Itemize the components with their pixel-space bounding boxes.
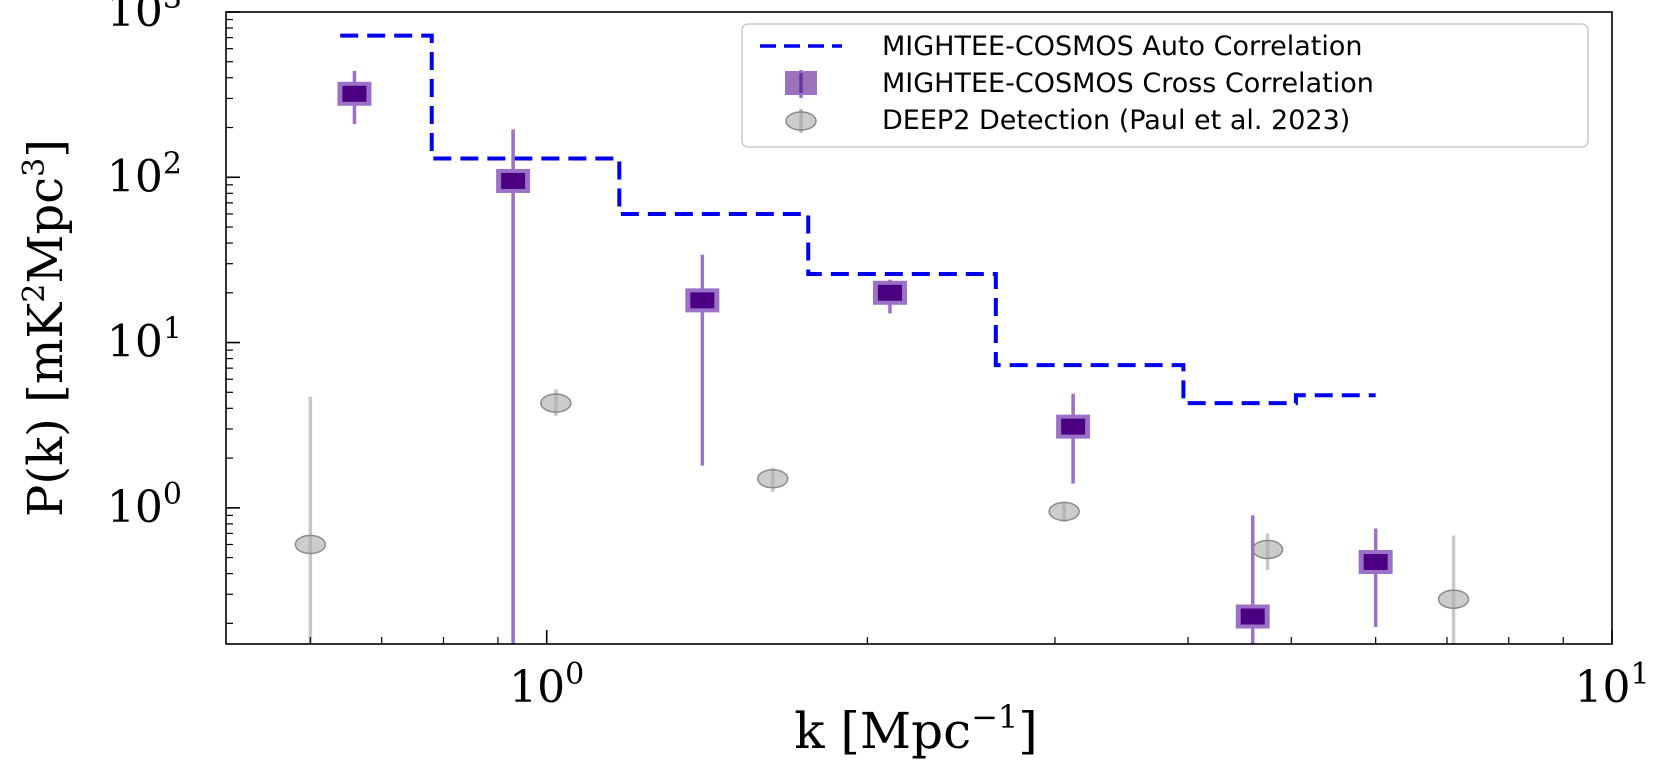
legend-auto-label: MIGHTEE-COSMOS Auto Correlation: [882, 31, 1363, 62]
deep2-point: [294, 534, 327, 555]
series-layer: [294, 33, 1470, 644]
deep2-point: [1437, 589, 1470, 609]
legend-cross-label: MIGHTEE-COSMOS Cross Correlation: [882, 68, 1374, 99]
x-tick-label: 100: [509, 657, 584, 713]
cross-point: [1363, 554, 1388, 571]
legend-box: [741, 23, 1589, 148]
deep2-point: [540, 393, 572, 413]
deep2-point: [756, 468, 789, 489]
y-axis-label: P(k) [mK2Mpc3]: [17, 139, 74, 517]
cross-point: [342, 85, 367, 102]
deep2-point: [1048, 501, 1080, 522]
cross-point: [877, 284, 902, 301]
x-tick-label: 101: [1574, 657, 1649, 713]
cross-point: [501, 172, 526, 189]
y-tick-label: 101: [107, 312, 182, 368]
y-tick-label: 100: [107, 477, 182, 533]
y-tick-label: 103: [107, 0, 182, 37]
cross-point: [690, 292, 715, 309]
x-axis-label: k [Mpc−1]: [794, 698, 1038, 760]
cross-point: [1240, 608, 1265, 625]
legend: MIGHTEE-COSMOS Auto Correlation MIGHTEE-…: [741, 23, 1589, 148]
plot-frame: [225, 11, 1613, 645]
auto-correlation-line: [340, 33, 1376, 406]
legend-deep2-label: DEEP2 Detection (Paul et al. 2023): [882, 105, 1350, 136]
deep2-point: [1251, 539, 1284, 560]
cross-point: [1061, 418, 1086, 435]
y-tick-label: 102: [107, 146, 182, 202]
ticks-layer: 100 101 100 101 102 103: [107, 0, 1650, 713]
legend-deep2-ellipse-icon: [785, 109, 817, 133]
legend-cross-square-icon: [785, 70, 817, 98]
